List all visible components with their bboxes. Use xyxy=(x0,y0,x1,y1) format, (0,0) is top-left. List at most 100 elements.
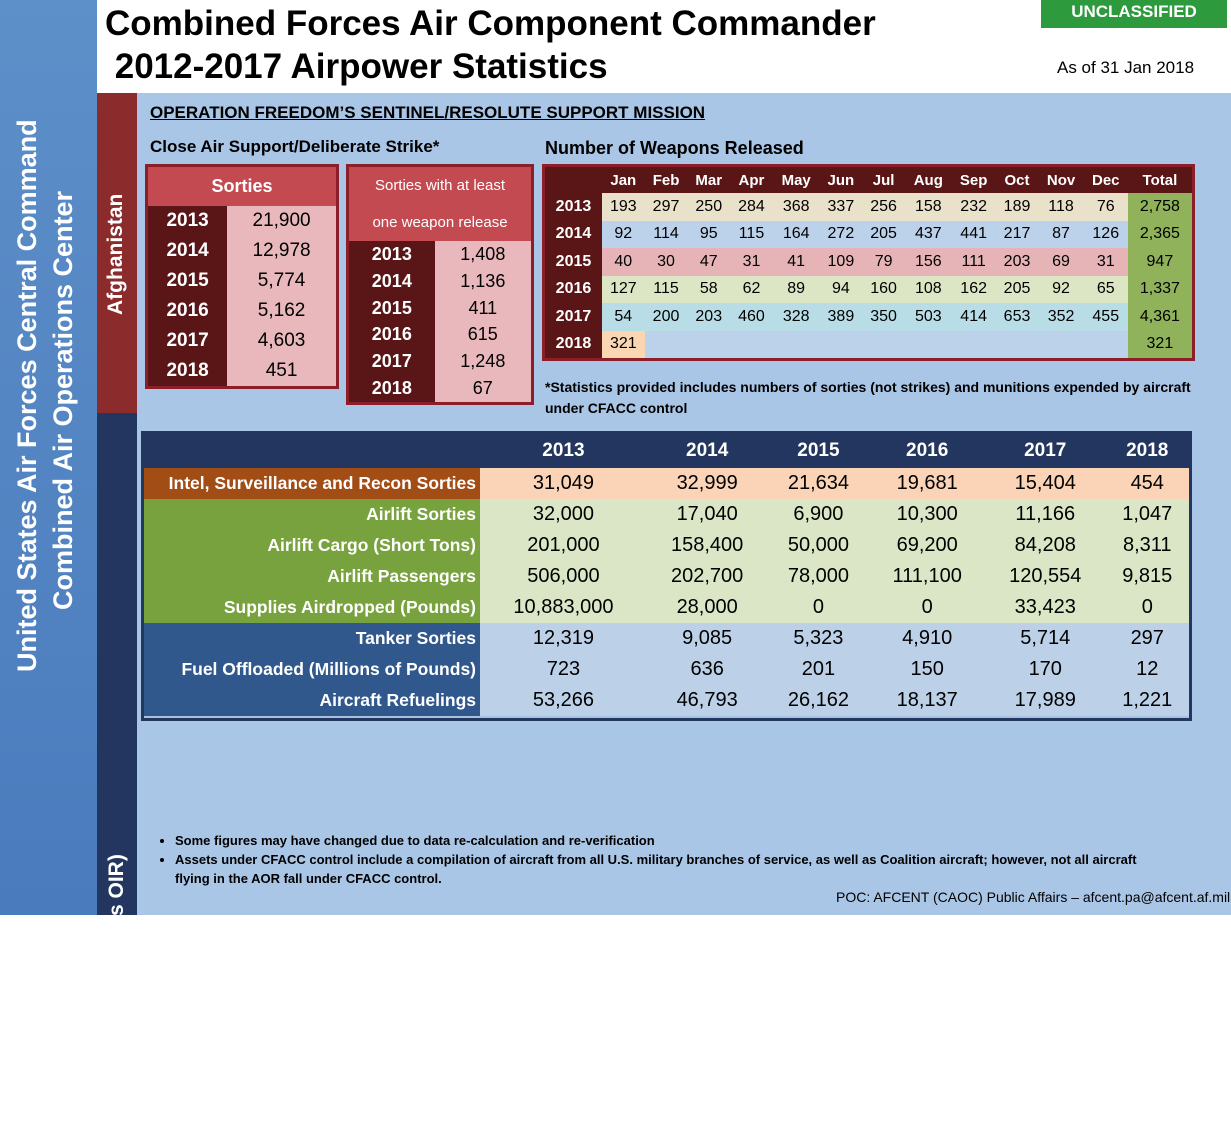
combined-row: Tanker Sorties 12,319 9,085 5,323 4,910 5,714… xyxy=(144,623,1189,654)
combined-cell: 12 xyxy=(1105,654,1189,685)
as-of-date: As of 31 Jan 2018 xyxy=(1057,58,1195,77)
weapons-col-header: Total xyxy=(1127,167,1192,193)
combined-row-label: Airlift Passengers xyxy=(144,561,480,592)
weapons-col-header: Mar xyxy=(687,167,731,193)
weapons-cell: 284 xyxy=(730,193,773,221)
row-year: 2015 xyxy=(148,266,228,297)
row-year: 2017 xyxy=(148,326,228,357)
row-value: 5,774 xyxy=(227,266,336,297)
combined-cell: 32,999 xyxy=(646,468,768,499)
org-name-line2: Combined Air Operations Center xyxy=(48,190,78,610)
combined-cell: 28,000 xyxy=(646,592,768,623)
combined-cell: 9,085 xyxy=(646,623,768,654)
title-line1: Combined Forces Air Component Commander xyxy=(105,4,876,43)
weapons-cell: 189 xyxy=(995,193,1039,221)
weapons-cell: 89 xyxy=(772,275,820,303)
page-header: Combined Forces Air Component Commander … xyxy=(97,0,1231,93)
combined-cell: 723 xyxy=(480,654,647,685)
row-year: 2014 xyxy=(349,267,435,295)
combined-cell: 120,554 xyxy=(984,561,1106,592)
weapons-cell: 111 xyxy=(951,248,996,276)
combined-cell: 201 xyxy=(767,654,870,685)
weapons-cell: 217 xyxy=(995,220,1039,248)
sorties-weapon-row: 2016 615 xyxy=(349,321,531,349)
combined-row-label: Airlift Sorties xyxy=(144,499,480,530)
weapons-cell: 164 xyxy=(772,220,820,248)
sorties-row: 2014 12,978 xyxy=(148,236,336,267)
weapons-cell: 441 xyxy=(951,220,996,248)
weapons-cell: 193 xyxy=(601,193,645,221)
weapons-cell: 200 xyxy=(644,303,688,331)
weapons-row: 2018 321 321 xyxy=(545,330,1192,358)
sorties-row: 2015 5,774 xyxy=(148,266,336,297)
weapons-cell xyxy=(1083,330,1128,358)
page-title: Combined Forces Air Component Commander … xyxy=(105,2,876,88)
left-org-band: United States Air Forces Central Command… xyxy=(0,0,97,915)
combined-row-label: Supplies Airdropped (Pounds) xyxy=(144,592,480,623)
weapons-col-header: Sep xyxy=(951,167,996,193)
combined-cell: 170 xyxy=(984,654,1106,685)
weapons-cell: 503 xyxy=(904,303,952,331)
combined-cell: 11,166 xyxy=(984,499,1106,530)
combined-row: Aircraft Refuelings 53,266 46,793 26,162 18,… xyxy=(144,685,1189,716)
weapons-cell: 158 xyxy=(904,193,952,221)
combined-cell: 0 xyxy=(869,592,985,623)
combined-cell: 158,400 xyxy=(646,530,768,561)
weapons-cell: 368 xyxy=(772,193,820,221)
weapons-cell: 115 xyxy=(730,220,773,248)
weapons-col-header: Jul xyxy=(862,167,905,193)
combined-row: Fuel Offloaded (Millions of Pounds) 723 63… xyxy=(144,654,1189,685)
weapons-cell: 203 xyxy=(995,248,1039,276)
weapons-cell: 54 xyxy=(601,303,645,331)
weapons-cell xyxy=(772,330,820,358)
combined-cell: 18,137 xyxy=(869,685,985,716)
weapons-cell: 256 xyxy=(862,193,905,221)
weapons-cell: 109 xyxy=(819,248,863,276)
combined-cell: 15,404 xyxy=(984,468,1106,499)
combined-cell: 0 xyxy=(767,592,870,623)
weapons-col-header: Nov xyxy=(1038,167,1084,193)
combined-cell: 33,423 xyxy=(984,592,1106,623)
combined-cell: 32,000 xyxy=(480,499,647,530)
weapons-cell xyxy=(644,330,688,358)
combined-cell: 5,323 xyxy=(767,623,870,654)
weapons-cell xyxy=(730,330,773,358)
combined-corner-header xyxy=(144,434,480,468)
combined-cell: 150 xyxy=(869,654,985,685)
weapons-cell: 114 xyxy=(644,220,688,248)
weapons-cell xyxy=(687,330,731,358)
combined-cell: 1,221 xyxy=(1105,685,1189,716)
footnote-item: Assets under CFACC control include a com… xyxy=(175,850,1167,888)
weapons-cell: 162 xyxy=(951,275,996,303)
weapons-cell: 108 xyxy=(904,275,952,303)
weapons-cell: 95 xyxy=(687,220,731,248)
section-label-afghanistan: Afghanistan xyxy=(104,193,127,315)
combined-cell: 78,000 xyxy=(767,561,870,592)
weapons-col-header: Aug xyxy=(904,167,952,193)
weapons-cell xyxy=(862,330,905,358)
weapons-col-header: May xyxy=(772,167,820,193)
weapons-col-header: Feb xyxy=(644,167,688,193)
weapons-cell: 389 xyxy=(819,303,863,331)
combined-data-table-box: 2013 2014 2015 2016 2017 2018 Intel, Surveill… xyxy=(141,431,1192,721)
row-value: 67 xyxy=(434,375,531,402)
row-value: 411 xyxy=(434,294,531,322)
footnote-list: Some figures may have changed due to dat… xyxy=(147,831,1167,888)
row-year: 2016 xyxy=(349,321,435,349)
weapons-total: 1,337 xyxy=(1127,275,1192,303)
combined-cell: 454 xyxy=(1105,468,1189,499)
row-value: 1,408 xyxy=(434,241,531,268)
weapons-row: 2016 127 115 58 62 89 94 160 108 162 205 92 65 1,337 xyxy=(545,275,1192,303)
weapons-cell: 205 xyxy=(862,220,905,248)
row-year: 2014 xyxy=(148,236,228,267)
sorties-weapon-row: 2013 1,408 xyxy=(349,241,531,268)
weapons-cell: 31 xyxy=(1083,248,1128,276)
title-line2: 2012-2017 Airpower Statistics xyxy=(105,47,608,86)
combined-year-header: 2014 xyxy=(646,434,768,468)
weapons-cell: 127 xyxy=(601,275,645,303)
weapons-label: Number of Weapons Released xyxy=(545,138,804,158)
weapons-cell: 79 xyxy=(862,248,905,276)
combined-cell: 201,000 xyxy=(480,530,647,561)
combined-cell: 12,319 xyxy=(480,623,647,654)
weapons-col-header: Jan xyxy=(601,167,645,193)
